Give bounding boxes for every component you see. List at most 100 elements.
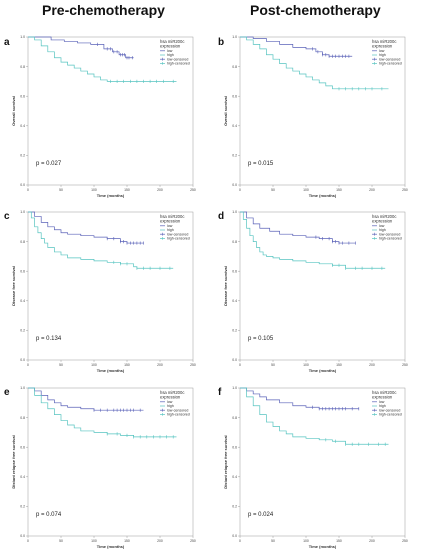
- x-tick-label: 0: [239, 539, 241, 543]
- survival-curve-high: [240, 387, 389, 445]
- y-tick-label: 1.0: [20, 210, 25, 214]
- y-tick-label: 0.8: [20, 240, 25, 244]
- x-tick-label: 50: [271, 188, 275, 192]
- plot-frame: [27, 211, 194, 361]
- p-value: p = 0.015: [248, 161, 274, 167]
- x-axis-label: Time (months): [97, 544, 125, 549]
- panel-a: a 0.0 0.2 0.4 0.6 0.8 1.0 0 50 100 150 200 250 Time (…: [4, 35, 196, 198]
- legend-entry: low: [167, 49, 173, 53]
- y-tick-label: 0.4: [232, 124, 237, 128]
- y-tick-label: 0.0: [20, 534, 25, 538]
- legend-entry: high: [379, 228, 386, 232]
- legend-entry: low: [379, 224, 385, 228]
- y-tick-label: 0.4: [20, 124, 25, 128]
- panel-letter: e: [4, 387, 10, 398]
- x-tick-label: 150: [124, 188, 130, 192]
- legend-entry: high-censored: [379, 237, 402, 241]
- y-tick-label: 0.8: [232, 65, 237, 69]
- legend-title: hsa miR200c: [160, 39, 184, 44]
- legend-subtitle: expression: [160, 218, 181, 223]
- x-tick-label: 200: [157, 188, 163, 192]
- x-tick-label: 0: [27, 363, 29, 367]
- x-tick-label: 150: [124, 363, 130, 367]
- y-tick-label: 1.0: [20, 386, 25, 390]
- y-tick-label: 0.8: [20, 65, 25, 69]
- x-tick-label: 150: [336, 363, 342, 367]
- legend-entry: high: [167, 228, 174, 232]
- legend-entry: high: [379, 53, 386, 57]
- x-tick-label: 250: [402, 539, 408, 543]
- x-tick-label: 200: [157, 539, 163, 543]
- panel-letter: f: [218, 387, 222, 398]
- y-tick-label: 0.0: [232, 183, 237, 187]
- survival-curve-low: [240, 36, 353, 57]
- survival-curve-low: [28, 36, 134, 59]
- plot-frame: [239, 211, 406, 361]
- y-tick-label: 0.2: [20, 329, 25, 333]
- y-tick-label: 0.2: [20, 154, 25, 158]
- y-tick-label: 1.0: [232, 210, 237, 214]
- legend-entry: high-censored: [167, 62, 190, 66]
- x-tick-label: 0: [27, 539, 29, 543]
- legend-entry: low: [379, 400, 385, 404]
- x-tick-label: 50: [59, 539, 63, 543]
- panel-f: f 0.0 0.2 0.4 0.6 0.8 1.0 0 50 100 150 200 250 Time (…: [218, 386, 408, 549]
- post-chemotherapy-header: Post-chemotherapy: [250, 2, 381, 18]
- x-axis-label: Time (months): [309, 368, 337, 373]
- panel-b: b 0.0 0.2 0.4 0.6 0.8 1.0 0 50 100 150 200 250 Time (…: [218, 35, 408, 198]
- y-tick-label: 1.0: [232, 35, 237, 39]
- x-tick-label: 250: [190, 363, 196, 367]
- x-tick-label: 100: [303, 363, 309, 367]
- plot-frame: [239, 36, 406, 186]
- x-tick-label: 50: [271, 539, 275, 543]
- legend-entry: high: [167, 53, 174, 57]
- y-tick-label: 1.0: [20, 35, 25, 39]
- survival-curve-low: [240, 387, 359, 410]
- x-tick-label: 50: [271, 363, 275, 367]
- y-tick-label: 0.2: [232, 505, 237, 509]
- legend-title: hsa miR200c: [160, 390, 184, 395]
- panel-d: d 0.0 0.2 0.4 0.6 0.8 1.0 0 50 100 150 200 250 Time (…: [218, 210, 408, 373]
- x-tick-label: 150: [124, 539, 130, 543]
- x-tick-label: 50: [59, 188, 63, 192]
- legend-entry: low-censored: [167, 408, 188, 412]
- x-tick-label: 250: [402, 363, 408, 367]
- x-tick-label: 0: [27, 188, 29, 192]
- y-tick-label: 0.2: [232, 329, 237, 333]
- y-tick-label: 0.0: [232, 358, 237, 362]
- y-tick-label: 0.4: [232, 475, 237, 479]
- legend-subtitle: expression: [372, 43, 393, 48]
- x-tick-label: 50: [59, 363, 63, 367]
- legend-entry: high-censored: [379, 413, 402, 417]
- legend-entry: low-censored: [167, 57, 188, 61]
- legend-entry: low-censored: [379, 232, 400, 236]
- y-tick-label: 0.2: [20, 505, 25, 509]
- y-tick-label: 0.8: [20, 416, 25, 420]
- x-tick-label: 200: [369, 363, 375, 367]
- x-tick-label: 250: [190, 539, 196, 543]
- p-value: p = 0.024: [248, 512, 274, 518]
- y-tick-label: 0.2: [232, 154, 237, 158]
- p-value: p = 0.134: [36, 336, 62, 342]
- y-tick-label: 0.6: [232, 94, 237, 98]
- y-tick-label: 0.0: [232, 534, 237, 538]
- x-tick-label: 250: [402, 188, 408, 192]
- legend-entry: low-censored: [379, 408, 400, 412]
- survival-curve-low: [28, 211, 144, 244]
- survival-curve-high: [28, 36, 177, 82]
- legend-title: hsa miR200c: [372, 214, 396, 219]
- y-tick-label: 0.6: [20, 445, 25, 449]
- legend-title: hsa miR200c: [372, 390, 396, 395]
- y-axis-label: Distant relapse free survival: [11, 435, 16, 488]
- y-axis-label: Overall survival: [11, 96, 16, 126]
- y-tick-label: 0.4: [20, 475, 25, 479]
- legend-entry: high-censored: [167, 413, 190, 417]
- y-tick-label: 1.0: [232, 386, 237, 390]
- y-tick-label: 0.6: [20, 269, 25, 273]
- pre-chemotherapy-header: Pre-chemotherapy: [42, 2, 165, 18]
- y-tick-label: 0.6: [20, 94, 25, 98]
- x-tick-label: 150: [336, 539, 342, 543]
- x-tick-label: 150: [336, 188, 342, 192]
- y-axis-label: Distant relapse free survival: [223, 435, 228, 488]
